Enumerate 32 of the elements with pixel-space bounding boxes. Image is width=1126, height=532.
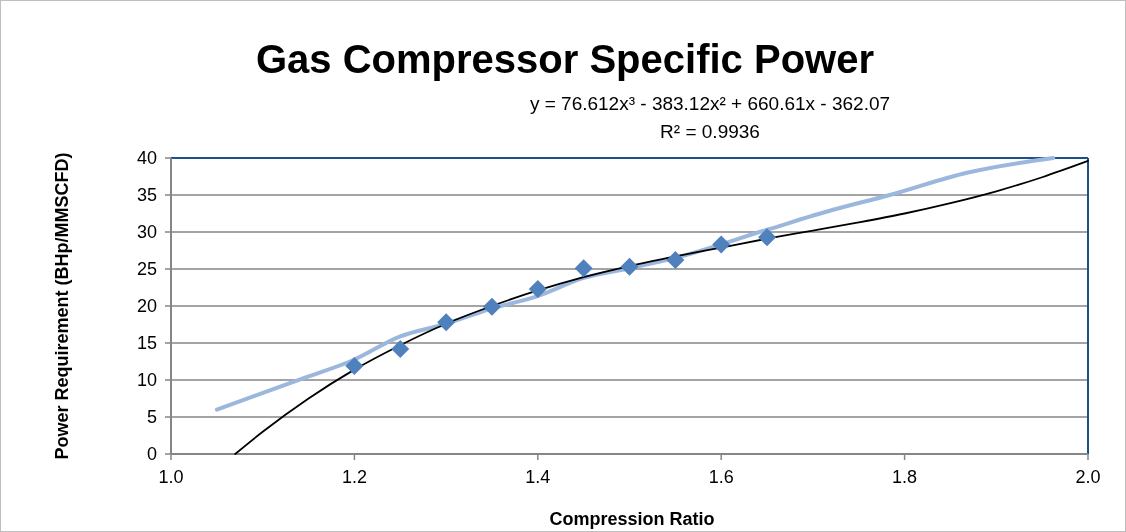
point bbox=[345, 356, 364, 375]
point bbox=[758, 228, 777, 247]
y-tick-label: 25 bbox=[136, 259, 157, 279]
x-tick-label: 1.0 bbox=[158, 467, 184, 487]
point bbox=[666, 251, 685, 270]
point bbox=[391, 339, 410, 358]
x-tick-label: 1.6 bbox=[708, 467, 734, 487]
point bbox=[712, 235, 731, 254]
y-tick-label: 20 bbox=[136, 296, 157, 316]
x-axis-title: Compression Ratio bbox=[549, 509, 715, 529]
y-tick-label: 35 bbox=[136, 185, 157, 205]
text: y = 76.612x³ - 383.12x² + 660.61x - 362.07 bbox=[529, 93, 891, 114]
text: R² = 0.9936 bbox=[660, 121, 760, 142]
y-tick-label: 30 bbox=[136, 222, 157, 242]
x-tick-label: 1.2 bbox=[341, 467, 367, 487]
y-tick-label: 40 bbox=[136, 148, 157, 168]
y-tick-label: 5 bbox=[146, 407, 157, 427]
x-tick-label: 1.4 bbox=[525, 467, 551, 487]
y-axis-title: Power Requirement (BHp/MMSCFD) bbox=[52, 152, 72, 460]
point bbox=[437, 313, 456, 332]
point bbox=[574, 259, 593, 278]
point bbox=[528, 279, 547, 298]
point bbox=[620, 257, 639, 276]
y-tick-label: 0 bbox=[146, 444, 157, 464]
x-tick-label: 1.8 bbox=[892, 467, 918, 487]
x-tick-label: 2.0 bbox=[1075, 467, 1101, 487]
line-series bbox=[214, 156, 1056, 412]
y-tick-label: 10 bbox=[136, 370, 157, 390]
point bbox=[482, 297, 501, 316]
chart-title: Gas Compressor Specific Power bbox=[255, 37, 875, 81]
y-tick-label: 15 bbox=[136, 333, 157, 353]
line-series bbox=[234, 160, 1089, 455]
